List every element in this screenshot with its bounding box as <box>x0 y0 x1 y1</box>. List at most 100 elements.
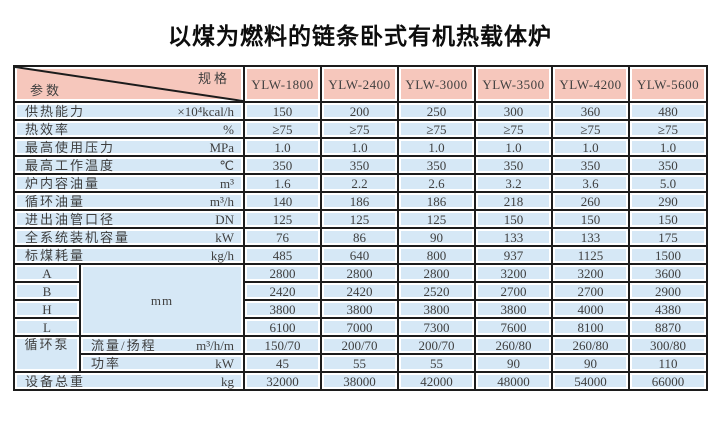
value-cell: 350 <box>397 155 476 175</box>
param-name: 最高使用压力 <box>25 139 116 155</box>
corner-spec-label: 规格 <box>197 71 230 86</box>
value-cell: 350 <box>320 155 399 175</box>
table-header-row: 规格 参数 YLW-1800 YLW-2400 YLW-3000 YLW-350… <box>13 65 708 103</box>
param-unit: kW <box>215 229 234 245</box>
value-cell: ≥75 <box>474 119 553 139</box>
value-cell: 1500 <box>628 245 708 265</box>
value-cell: 38000 <box>320 371 399 391</box>
value-cell: 2.6 <box>397 173 476 193</box>
page-title: 以煤为燃料的链条卧式有机热载体炉 <box>168 23 552 49</box>
table-row: 标煤耗量 kg/h 485 640 800 937 1125 1500 <box>13 245 708 265</box>
param-cell: 最高工作温度 ℃ <box>13 155 245 175</box>
value-cell: 260/80 <box>551 335 630 355</box>
value-cell: ≥75 <box>551 119 630 139</box>
value-cell: 2700 <box>474 281 553 301</box>
dim-label: B <box>13 281 81 301</box>
value-cell: 2800 <box>243 263 322 283</box>
param-name: 炉内容油量 <box>25 175 101 191</box>
value-cell: 150 <box>474 209 553 229</box>
value-cell: 125 <box>320 209 399 229</box>
param-unit: kg/h <box>210 247 234 263</box>
param-unit: kg <box>221 373 234 389</box>
value-cell: 290 <box>628 191 708 211</box>
param-cell: 进出油管口径 DN <box>13 209 245 229</box>
param-cell: 功率 kW <box>79 353 245 373</box>
value-cell: 8100 <box>551 317 630 337</box>
value-cell: ≥75 <box>320 119 399 139</box>
value-cell: 2900 <box>628 281 708 301</box>
value-cell: 360 <box>551 101 630 121</box>
value-cell: 3800 <box>474 299 553 319</box>
dim-label: L <box>13 317 81 337</box>
value-cell: 485 <box>243 245 322 265</box>
value-cell: 2420 <box>243 281 322 301</box>
param-cell: 最高使用压力 MPa <box>13 137 245 157</box>
value-cell: 3800 <box>243 299 322 319</box>
param-name: 全系统装机容量 <box>25 229 131 245</box>
value-cell: 1.0 <box>474 137 553 157</box>
table-row: 热效率 % ≥75 ≥75 ≥75 ≥75 ≥75 ≥75 <box>13 119 708 139</box>
table-row: H 3800 3800 3800 3800 4000 4380 <box>13 299 708 319</box>
value-cell: 175 <box>628 227 708 247</box>
param-cell: 全系统装机容量 kW <box>13 227 245 247</box>
value-cell: 3800 <box>397 299 476 319</box>
value-cell: 260/80 <box>474 335 553 355</box>
value-cell: 5.0 <box>628 173 708 193</box>
param-cell: 标煤耗量 kg/h <box>13 245 245 265</box>
value-cell: 54000 <box>551 371 630 391</box>
corner-cell: 规格 参数 <box>13 65 245 103</box>
value-cell: 1.0 <box>243 137 322 157</box>
value-cell: 300/80 <box>628 335 708 355</box>
value-cell: 7000 <box>320 317 399 337</box>
value-cell: 1.0 <box>397 137 476 157</box>
value-cell: 150 <box>551 209 630 229</box>
value-cell: 2800 <box>397 263 476 283</box>
param-unit: m³/h/m <box>196 337 234 353</box>
table-row: A mm 2800 2800 2800 3200 3200 3600 <box>13 263 708 337</box>
value-cell: 300 <box>474 101 553 121</box>
table-row: L 6100 7000 7300 7600 8100 8870 <box>13 317 708 337</box>
value-cell: 350 <box>474 155 553 175</box>
corner-param-label: 参数 <box>30 83 63 98</box>
value-cell: 1.0 <box>320 137 399 157</box>
value-cell: 1.0 <box>551 137 630 157</box>
model-header: YLW-3000 <box>397 65 476 103</box>
value-cell: 350 <box>628 155 708 175</box>
param-name: 供热能力 <box>25 103 86 119</box>
pump-label: 循环泵 <box>13 335 81 373</box>
param-unit: DN <box>215 211 234 227</box>
value-cell: 125 <box>397 209 476 229</box>
param-cell: 循环油量 m³/h <box>13 191 245 211</box>
value-cell: 350 <box>551 155 630 175</box>
param-name: 热效率 <box>25 121 71 137</box>
param-cell: 热效率 % <box>13 119 245 139</box>
value-cell: 133 <box>551 227 630 247</box>
value-cell: 200 <box>320 101 399 121</box>
value-cell: 2800 <box>320 263 399 283</box>
value-cell: 186 <box>397 191 476 211</box>
table-row: B 2420 2420 2520 2700 2700 2900 <box>13 281 708 301</box>
table-row: 设备总重 kg 32000 38000 42000 48000 54000 66… <box>13 371 708 391</box>
value-cell: 200/70 <box>320 335 399 355</box>
diagonal-divider <box>15 67 243 101</box>
value-cell: 2420 <box>320 281 399 301</box>
value-cell: 55 <box>397 353 476 373</box>
table-row: 最高工作温度 ℃ 350 350 350 350 350 350 <box>13 155 708 175</box>
value-cell: 133 <box>474 227 553 247</box>
value-cell: 3.2 <box>474 173 553 193</box>
param-name: 进出油管口径 <box>25 211 116 227</box>
value-cell: 4000 <box>551 299 630 319</box>
param-name: 设备总重 <box>25 373 86 389</box>
spec-table: 规格 参数 YLW-1800 YLW-2400 YLW-3000 YLW-350… <box>13 65 708 391</box>
table-row: 最高使用压力 MPa 1.0 1.0 1.0 1.0 1.0 1.0 <box>13 137 708 157</box>
value-cell: 3600 <box>628 263 708 283</box>
table-row: 功率 kW 45 55 55 90 90 110 <box>14 353 708 373</box>
dim-unit-cell: mm <box>79 263 245 337</box>
value-cell: 7600 <box>474 317 553 337</box>
value-cell: 150/70 <box>243 335 322 355</box>
value-cell: 150 <box>243 101 322 121</box>
value-cell: 150 <box>628 209 708 229</box>
value-cell: 1.0 <box>628 137 708 157</box>
model-header: YLW-3500 <box>474 65 553 103</box>
value-cell: 90 <box>551 353 630 373</box>
